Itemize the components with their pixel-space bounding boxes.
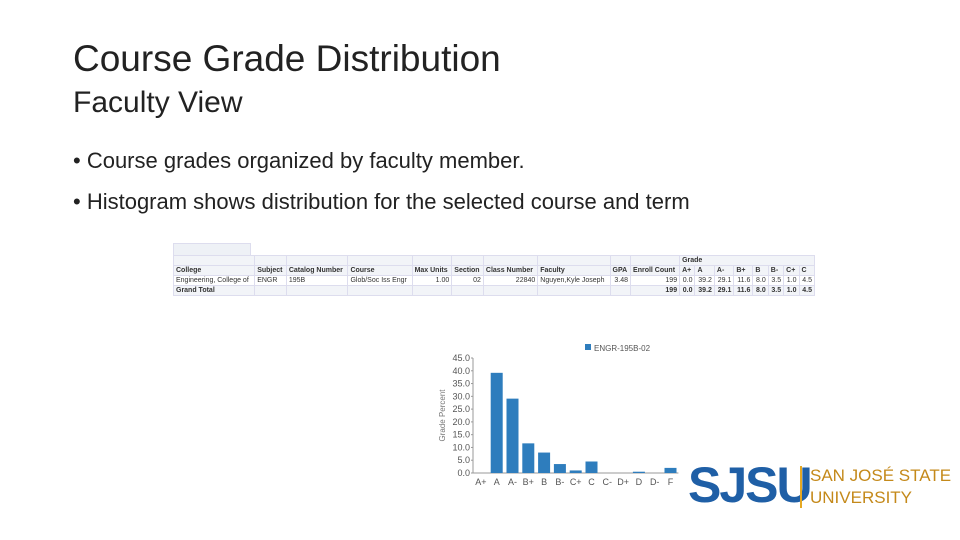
bar xyxy=(569,470,582,473)
bar xyxy=(522,443,535,473)
logo-text: SAN JOSÉ STATE xyxy=(810,466,952,485)
bar xyxy=(538,452,551,473)
y-tick-label: 30.0 xyxy=(452,391,470,401)
y-tick-label: 40.0 xyxy=(452,366,470,376)
x-tick-label: B- xyxy=(555,477,564,487)
legend-label: ENGR-195B-02 xyxy=(594,344,651,353)
bar xyxy=(632,471,645,473)
x-tick-label: D- xyxy=(650,477,660,487)
x-tick-label: D xyxy=(636,477,643,487)
bar xyxy=(664,467,677,473)
bar xyxy=(490,372,503,473)
legend-swatch xyxy=(585,344,591,350)
table-cell: Grand Total xyxy=(172,285,256,296)
y-tick-label: 25.0 xyxy=(452,404,470,414)
y-tick-label: 5.0 xyxy=(457,455,470,465)
x-tick-label: C xyxy=(588,477,595,487)
x-tick-label: C+ xyxy=(570,477,582,487)
x-tick-label: B+ xyxy=(523,477,534,487)
y-tick-label: 35.0 xyxy=(452,379,470,389)
logo-divider xyxy=(800,466,802,508)
table-cell: 4.5 xyxy=(798,285,816,296)
bar xyxy=(585,461,598,473)
table-cell: 29.1 xyxy=(713,285,735,296)
x-tick-label: A- xyxy=(508,477,517,487)
table-row: Grand Total 199 0.0 39.2 29.1 11.6 8.0 3.5 1.0 4.… xyxy=(172,285,816,296)
x-tick-label: D+ xyxy=(617,477,629,487)
bar xyxy=(506,398,519,473)
y-axis-label: Grade Percent xyxy=(438,389,447,442)
y-tick-label: 10.0 xyxy=(452,442,470,452)
table-cell xyxy=(347,285,413,296)
logo-mark: SJSU xyxy=(688,457,813,513)
bar xyxy=(553,464,566,473)
x-tick-label: F xyxy=(668,477,674,487)
bullet: • Histogram shows distribution for the s… xyxy=(73,189,690,214)
y-tick-label: 20.0 xyxy=(452,417,470,427)
y-tick-label: 15.0 xyxy=(452,430,470,440)
table-cell: 39.2 xyxy=(694,285,715,296)
y-tick-label: 0.0 xyxy=(457,468,470,478)
bullet: • Course grades organized by faculty mem… xyxy=(73,148,525,173)
x-tick-label: A+ xyxy=(475,477,486,487)
title: Course Grade Distribution xyxy=(73,38,501,79)
subtitle: Faculty View xyxy=(73,86,243,119)
x-tick-label: B xyxy=(541,477,547,487)
grade-table: Grade College Subject Catalog Number Course M… xyxy=(172,255,816,296)
bullet-text: Course grades organized by faculty membe… xyxy=(86,148,525,173)
x-tick-label: A xyxy=(494,477,500,487)
y-tick-label: 45.0 xyxy=(452,353,470,363)
logo-text: UNIVERSITY xyxy=(810,488,913,507)
table-cell xyxy=(537,285,611,296)
x-tick-label: C- xyxy=(603,477,613,487)
table-cell: 0.0 xyxy=(679,285,696,296)
table-cell xyxy=(411,285,453,296)
table-cell xyxy=(482,285,539,296)
bullet-text: Histogram shows distribution for the sel… xyxy=(86,189,690,214)
